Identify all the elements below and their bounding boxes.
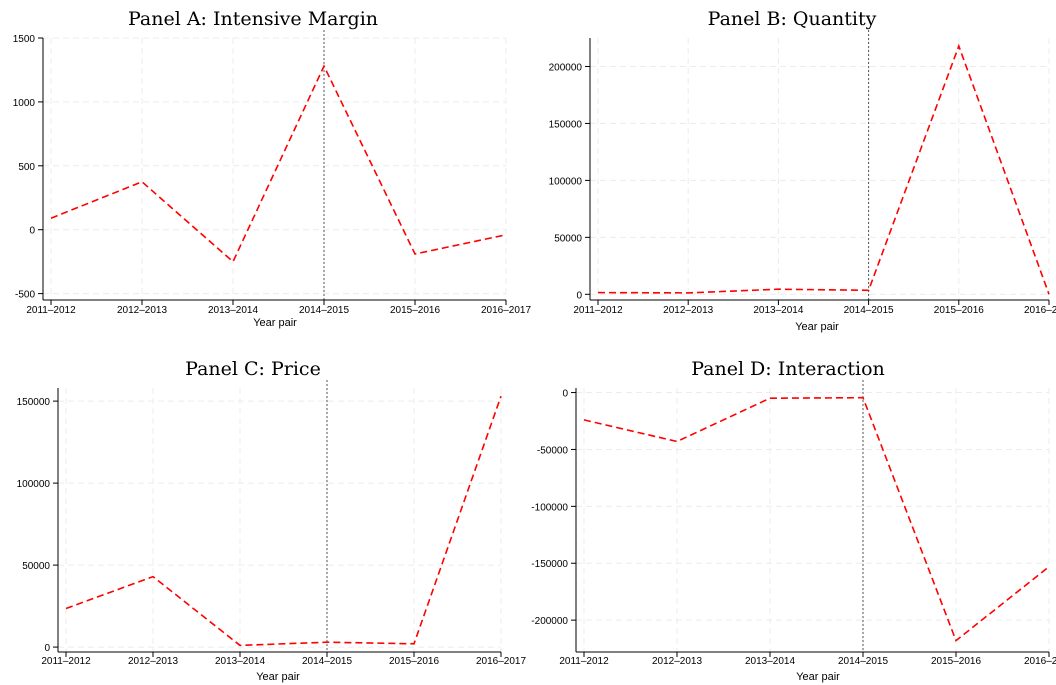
y-tick-label: -100000: [531, 502, 568, 513]
x-tick-label: 2014–2015: [302, 656, 352, 667]
x-tick-label: 2013–2014: [745, 656, 795, 667]
x-axis-label: Year pair: [795, 321, 839, 333]
plot-area: -500 0 500 1000 1500 2011–2012 2012–2013 2013–2…: [13, 30, 531, 316]
data-point: [676, 440, 678, 442]
x-tick-label: 2012–2013: [128, 656, 178, 667]
y-tick-label: 0: [29, 226, 35, 237]
x-tick-label: 2016–2017: [476, 656, 526, 667]
x-axis-label: Year pair: [253, 317, 297, 329]
x-tick-label: 2015–2016: [390, 305, 440, 316]
x-tick-label: 2012–2013: [117, 305, 167, 316]
x-tick-label: 2014–2015: [844, 305, 894, 316]
y-tick-label: -200000: [531, 616, 568, 627]
data-point: [862, 396, 864, 398]
plot-area: -200000 -150000 -100000 -50000 0 2011–2012 201…: [531, 380, 1056, 667]
y-tick-label: 0: [44, 643, 50, 654]
x-tick-label: 2016–2017: [481, 305, 531, 316]
x-tick-label: 2013–2014: [208, 305, 258, 316]
y-tick-label: 1500: [13, 34, 36, 45]
y-tick-label: 50000: [554, 233, 582, 244]
x-axis-label: Year pair: [256, 671, 300, 683]
y-tick-label: 0: [576, 290, 582, 301]
series-line: [65, 395, 502, 647]
series-line: [50, 64, 507, 264]
x-tick-label: 2014–2015: [838, 656, 888, 667]
panel-title: Panel B: Quantity: [708, 8, 877, 30]
x-tick-label: 2012–2013: [652, 656, 702, 667]
x-tick-label: 2013–2014: [753, 305, 803, 316]
x-tick-label: 2011–2012: [41, 656, 91, 667]
x-tick-label: 2011–2012: [26, 305, 76, 316]
x-tick-label: 2016–2017: [1024, 656, 1056, 667]
y-tick-label: 100000: [549, 176, 583, 187]
y-tick-label: 50000: [22, 561, 50, 572]
plot-area: 0 50000 100000 150000 200000 2011–2012 2012–20…: [549, 30, 1056, 316]
x-tick-label: 2015–2016: [931, 656, 981, 667]
data-point: [583, 419, 585, 421]
y-tick-label: -500: [15, 290, 35, 301]
x-tick-label: 2014–2015: [299, 305, 349, 316]
x-tick-label: 2011–2012: [573, 305, 623, 316]
panel-title: Panel C: Price: [185, 358, 321, 380]
x-tick-label: 2015–2016: [389, 656, 439, 667]
panel-title: Panel D: Interaction: [691, 358, 885, 380]
series-line: [583, 396, 1050, 642]
series-line: [597, 43, 1050, 295]
y-tick-label: 100000: [17, 479, 51, 490]
y-tick-label: -50000: [537, 445, 569, 456]
data-point: [955, 639, 957, 641]
x-tick-label: 2011–2012: [559, 656, 609, 667]
y-tick-label: 1000: [13, 98, 36, 109]
y-tick-label: -150000: [531, 559, 568, 570]
x-tick-label: 2012–2013: [663, 305, 713, 316]
y-tick-label: 0: [562, 389, 568, 400]
x-tick-label: 2016–2017: [1024, 305, 1056, 316]
x-tick-label: 2015–2016: [934, 305, 984, 316]
y-tick-label: 150000: [549, 119, 583, 130]
panel-title: Panel A: Intensive Margin: [128, 8, 378, 30]
plot-area: 0 50000 100000 150000 2011–2012 2012–2013 2013…: [17, 380, 526, 667]
y-tick-label: 500: [18, 162, 35, 173]
y-tick-label: 200000: [549, 62, 583, 73]
y-tick-label: 150000: [17, 397, 51, 408]
data-point: [769, 397, 771, 399]
x-axis-label: Year pair: [796, 671, 840, 683]
data-point: [1048, 565, 1050, 567]
x-tick-label: 2013–2014: [215, 656, 265, 667]
